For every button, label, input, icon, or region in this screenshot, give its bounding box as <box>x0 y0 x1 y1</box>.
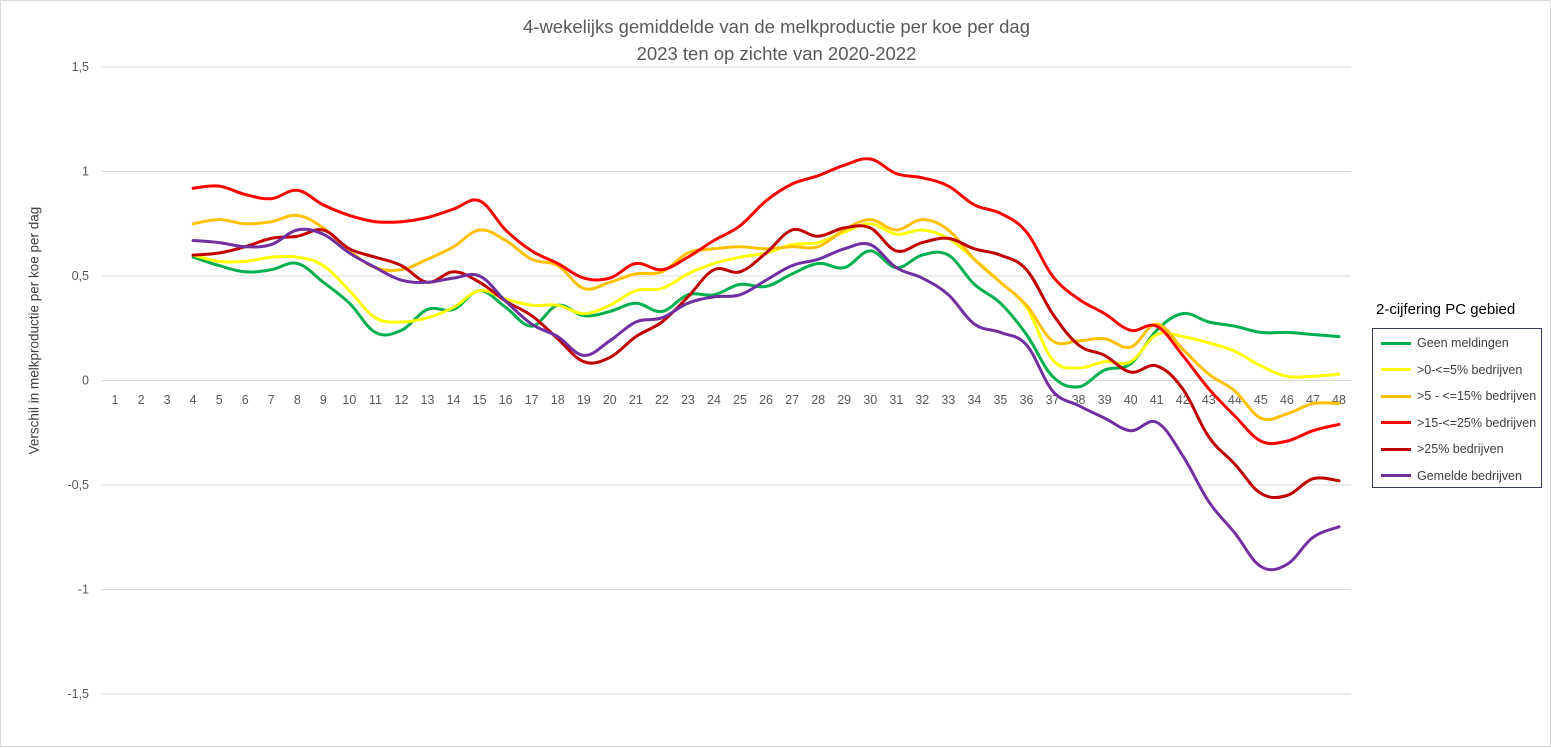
x-tick-label: 20 <box>603 393 617 407</box>
y-tick-label: 1 <box>82 165 89 179</box>
x-tick-label: 17 <box>525 393 539 407</box>
x-tick-label: 27 <box>785 393 799 407</box>
legend-label: Gemelde bedrijven <box>1417 468 1522 483</box>
legend-item: >25% bedrijven <box>1381 439 1504 459</box>
legend-item: Geen meldingen <box>1381 333 1509 353</box>
legend-swatch <box>1381 394 1411 398</box>
x-tick-label: 5 <box>216 393 223 407</box>
y-tick-labels: 1,5 1 0,5 0 -0,5 -1 -1,5 <box>67 60 89 701</box>
legend-swatch <box>1381 421 1411 424</box>
y-tick-label: -1 <box>78 583 89 597</box>
x-tick-label: 40 <box>1124 393 1138 407</box>
x-tick-label: 4 <box>190 393 197 407</box>
y-tick-label: -0,5 <box>67 478 89 492</box>
x-tick-label: 24 <box>707 393 721 407</box>
x-tick-label: 46 <box>1280 393 1294 407</box>
x-tick-label: 28 <box>811 393 825 407</box>
x-tick-label: 25 <box>733 393 747 407</box>
gridlines <box>101 66 1351 695</box>
x-tick-label: 6 <box>242 393 249 407</box>
x-tick-label: 35 <box>993 393 1007 407</box>
legend-title: 2-cijfering PC gebied <box>1376 301 1516 318</box>
legend-item: Gemelde bedrijven <box>1381 466 1522 486</box>
y-tick-label: -1,5 <box>67 687 89 701</box>
x-tick-label: 12 <box>395 393 409 407</box>
x-tick-label: 16 <box>499 393 513 407</box>
x-tick-label: 41 <box>1150 393 1164 407</box>
series-line-gemelde-bedrijven <box>191 227 1341 572</box>
legend-label: >0-<=5% bedrijven <box>1417 362 1523 377</box>
chart-subtitle: 2023 ten op zichte van 2020-2022 <box>636 43 917 64</box>
x-tick-label: 21 <box>629 393 643 407</box>
x-tick-label: 13 <box>421 393 435 407</box>
legend-label: Geen meldingen <box>1417 336 1509 350</box>
legend-label: >15-<=25% bedrijven <box>1417 415 1537 430</box>
x-tick-label: 23 <box>681 393 695 407</box>
legend-swatch <box>1381 368 1411 371</box>
x-tick-label: 36 <box>1020 393 1034 407</box>
legend-item: >5 - <=15% bedrijven <box>1381 386 1536 406</box>
legend: Geen meldingen >0-<=5% bedrijven >5 - <=15… <box>1372 328 1542 488</box>
legend-label: >25% bedrijven <box>1417 442 1504 456</box>
series-line-25-bedrijven <box>191 224 1341 500</box>
x-tick-label: 11 <box>369 393 382 407</box>
x-tick-label: 14 <box>447 393 461 407</box>
x-tick-label: 31 <box>889 393 903 407</box>
series-line-geen-meldingen <box>191 249 1341 389</box>
chart-title: 4-wekelijks gemiddelde van de melkproduc… <box>523 16 1030 37</box>
y-tick-label: 1,5 <box>72 60 89 74</box>
x-tick-label: 22 <box>655 393 669 407</box>
x-tick-label: 33 <box>941 393 955 407</box>
x-tick-label: 26 <box>759 393 773 407</box>
x-tick-label: 34 <box>967 393 981 407</box>
legend-item: >15-<=25% bedrijven <box>1381 413 1536 433</box>
x-tick-label: 32 <box>915 393 929 407</box>
x-tick-label: 39 <box>1098 393 1112 407</box>
series-lines <box>191 157 1341 572</box>
y-tick-label: 0 <box>82 374 89 388</box>
x-tick-label: 19 <box>577 393 591 407</box>
x-tick-label: 29 <box>837 393 851 407</box>
x-tick-label: 43 <box>1202 393 1216 407</box>
x-tick-label: 2 <box>138 393 145 407</box>
legend-swatch <box>1381 341 1411 345</box>
x-tick-label: 45 <box>1254 393 1268 407</box>
x-tick-label: 1 <box>112 393 119 407</box>
x-tick-label: 7 <box>268 393 275 407</box>
x-tick-label: 15 <box>473 393 487 407</box>
series-line-5-15-bedrijven <box>191 213 1341 422</box>
x-tick-label: 10 <box>342 393 356 407</box>
legend-swatch <box>1381 474 1411 477</box>
x-tick-labels: 1 2 3 4 5 6 7 8 9 10 11 12 13 14 15 16 17 18 19 20 21 22 23 24 2… <box>112 393 1346 407</box>
x-tick-label: 3 <box>164 393 171 407</box>
x-tick-label: 9 <box>320 393 327 407</box>
x-tick-label: 8 <box>294 393 301 407</box>
series-line-0-5-bedrijven <box>191 222 1341 379</box>
x-tick-label: 18 <box>551 393 565 407</box>
y-tick-label: 0,5 <box>72 269 89 283</box>
legend-label: >5 - <=15% bedrijven <box>1417 389 1537 403</box>
x-tick-label: 30 <box>863 393 877 407</box>
series-line-15-25-bedrijven <box>191 157 1341 446</box>
legend-item: >0-<=5% bedrijven <box>1381 360 1522 380</box>
legend-swatch <box>1381 447 1411 451</box>
